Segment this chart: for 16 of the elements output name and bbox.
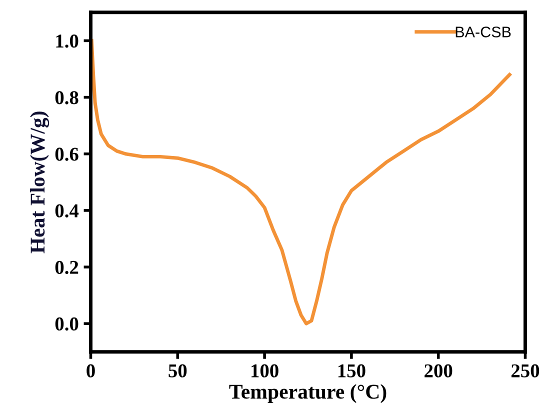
- x-tick-label: 250: [511, 364, 540, 378]
- line-series: [90, 38, 512, 326]
- y-tick-label: 0.0: [55, 317, 78, 331]
- x-tick-label: 0: [86, 364, 95, 378]
- y-tick-label: 1.0: [56, 34, 78, 48]
- y-tick-label: 0.6: [55, 148, 78, 161]
- x-tick-label: 100: [252, 364, 278, 378]
- y-axis-title: Heat Flow(W/g): [30, 112, 50, 254]
- y-tick-label: 0.4: [55, 204, 79, 218]
- y-tick-label: 0.2: [55, 260, 78, 274]
- legend-label: BA-CSB: [456, 26, 511, 38]
- x-axis-title: Temperature (°C): [229, 384, 386, 404]
- y-tick-label: 0.8: [55, 91, 78, 104]
- x-tick-label: 200: [424, 364, 452, 378]
- x-tick-label: 50: [168, 364, 187, 378]
- x-tick-label: 150: [338, 364, 366, 378]
